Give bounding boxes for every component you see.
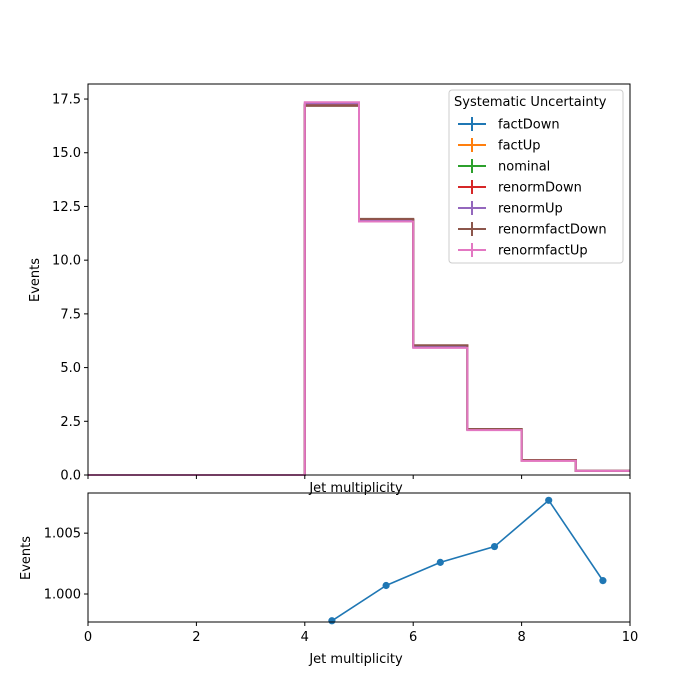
legend-label: renormDown [498, 181, 582, 196]
legend-entries: factDown factUp nominal renormDown renormUp r… [458, 117, 607, 259]
legend: Systematic Uncertainty factDown factUp nom… [448, 89, 624, 264]
main-y-tick-label: 15.0 [52, 146, 81, 161]
ratio-x-tick-label: 0 [84, 630, 92, 645]
ratio-point [328, 617, 336, 625]
ratio-y-tick-label: 1.000 [44, 588, 81, 603]
ratio-x-tick-label: 4 [301, 630, 309, 645]
main-y-tick-label: 10.0 [52, 254, 81, 269]
legend-entry-renormfactDown: renormfactDown [458, 222, 607, 238]
legend-label: nominal [498, 160, 550, 175]
legend-entry-renormfactUp: renormfactUp [458, 243, 588, 259]
legend-label: factDown [498, 118, 560, 133]
ratio-x-tick-label: 2 [192, 630, 200, 645]
main-y-tick-label: 5.0 [60, 361, 81, 376]
ratio-point [490, 542, 499, 551]
ratio-series-group [328, 496, 607, 625]
legend-entry-renormUp: renormUp [458, 201, 563, 217]
main-x-ticks [87, 475, 631, 479]
ratio-y-axis-label: Events [19, 536, 34, 580]
legend-entry-factUp: factUp [458, 138, 541, 154]
ratio-point [599, 577, 607, 585]
main-histogram-panel: 0.0 2.5 5.0 7.5 10.0 12.5 15.0 17.5 Jet multipl… [28, 83, 631, 496]
legend-entry-renormDown: renormDown [458, 180, 582, 196]
ratio-x-axis-label: Jet multiplicity [308, 652, 403, 667]
ratio-point [382, 581, 390, 590]
legend-entry-nominal: nominal [458, 159, 550, 175]
main-y-ticks: 0.0 2.5 5.0 7.5 10.0 12.5 15.0 17.5 [52, 93, 88, 484]
ratio-y-tick-label: 1.005 [44, 527, 81, 542]
legend-title: Systematic Uncertainty [454, 95, 607, 110]
legend-box [448, 89, 624, 264]
ratio-x-tick-label: 6 [409, 630, 417, 645]
ratio-point [545, 496, 553, 504]
main-y-tick-label: 0.0 [60, 469, 81, 484]
legend-label: renormUp [498, 202, 563, 217]
main-y-axis-label: Events [28, 258, 43, 302]
main-plot-frame [87, 83, 631, 476]
ratio-x-tick-label: 10 [622, 630, 639, 645]
legend-entry-factDown: factDown [458, 117, 560, 133]
main-x-axis-label: Jet multiplicity [308, 481, 403, 496]
main-y-tick-label: 2.5 [60, 415, 81, 430]
ratio-line [331, 499, 604, 622]
ratio-x-tick-label: 8 [517, 630, 525, 645]
ratio-y-ticks: 1.000 1.005 [44, 527, 88, 603]
main-y-tick-label: 7.5 [60, 307, 81, 322]
legend-label: factUp [498, 139, 541, 154]
ratio-x-ticks: 0 2 4 6 8 10 [84, 622, 638, 645]
legend-label: renormfactUp [498, 244, 588, 259]
main-y-tick-label: 17.5 [52, 93, 81, 108]
ratio-plot-frame [87, 492, 631, 623]
ratio-point [436, 558, 444, 566]
main-y-tick-label: 12.5 [52, 200, 81, 215]
ratio-panel: 0 2 4 6 8 10 1.000 1.005 Jet multiplicity Even… [19, 492, 638, 667]
legend-label: renormfactDown [498, 223, 607, 238]
